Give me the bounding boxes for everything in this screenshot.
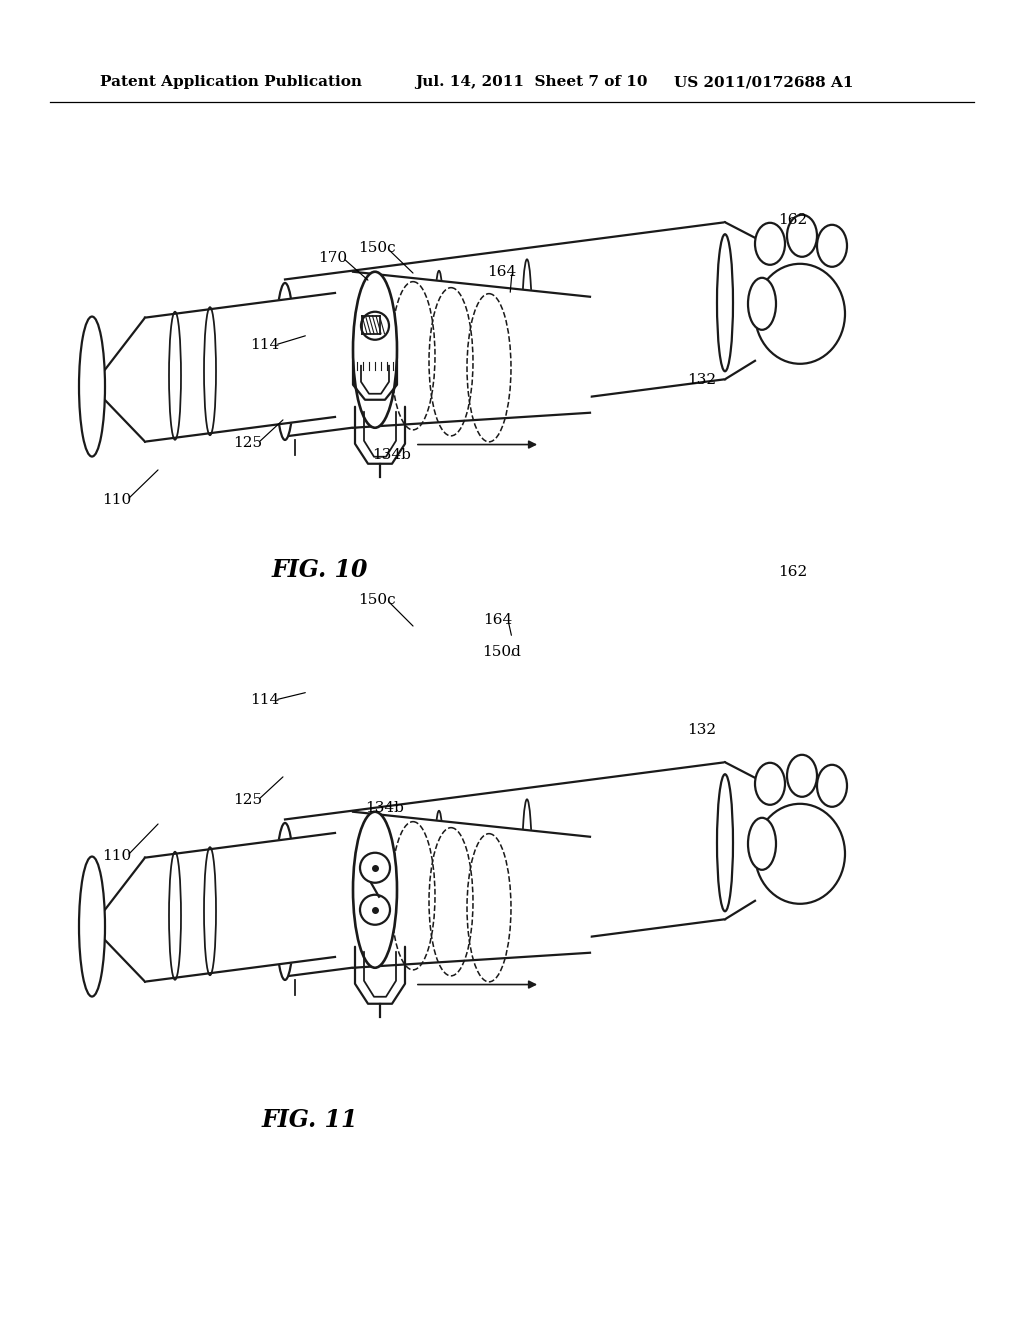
Polygon shape [285, 222, 725, 437]
Text: 114: 114 [251, 338, 280, 352]
Ellipse shape [360, 895, 390, 925]
Polygon shape [725, 222, 755, 379]
Text: FIG. 10: FIG. 10 [271, 558, 369, 582]
Ellipse shape [755, 264, 845, 364]
Ellipse shape [360, 853, 390, 883]
Ellipse shape [275, 822, 295, 979]
Text: 110: 110 [102, 849, 132, 863]
Ellipse shape [717, 775, 733, 911]
Polygon shape [145, 293, 335, 442]
Ellipse shape [817, 764, 847, 807]
Text: 114: 114 [251, 693, 280, 708]
Polygon shape [353, 812, 590, 968]
Text: Jul. 14, 2011  Sheet 7 of 10: Jul. 14, 2011 Sheet 7 of 10 [415, 75, 647, 88]
Text: 134b: 134b [366, 801, 404, 814]
Polygon shape [145, 833, 335, 982]
Ellipse shape [755, 804, 845, 904]
Ellipse shape [275, 282, 295, 440]
Text: 164: 164 [483, 612, 513, 627]
Text: 162: 162 [778, 565, 808, 579]
Ellipse shape [353, 812, 397, 968]
Text: FIG. 11: FIG. 11 [262, 1107, 358, 1133]
Ellipse shape [748, 277, 776, 330]
Text: 125: 125 [233, 793, 262, 807]
Ellipse shape [817, 224, 847, 267]
Polygon shape [92, 858, 145, 982]
Text: 150d: 150d [482, 645, 521, 659]
Text: 150c: 150c [358, 242, 396, 255]
Polygon shape [353, 272, 590, 428]
Ellipse shape [755, 223, 785, 265]
Text: Patent Application Publication: Patent Application Publication [100, 75, 362, 88]
Ellipse shape [717, 234, 733, 371]
Ellipse shape [353, 272, 397, 428]
Text: 170: 170 [318, 251, 347, 265]
Text: 134b: 134b [373, 447, 412, 462]
Text: 150c: 150c [358, 593, 396, 607]
Polygon shape [725, 762, 755, 919]
Ellipse shape [755, 763, 785, 805]
Ellipse shape [787, 755, 817, 797]
Text: 110: 110 [102, 492, 132, 507]
Ellipse shape [79, 317, 105, 457]
Text: US 2011/0172688 A1: US 2011/0172688 A1 [674, 75, 853, 88]
Ellipse shape [748, 818, 776, 870]
Text: 132: 132 [687, 723, 717, 737]
Ellipse shape [361, 312, 389, 339]
Text: 164: 164 [487, 265, 517, 279]
Text: 162: 162 [778, 213, 808, 227]
Ellipse shape [787, 215, 817, 257]
Polygon shape [285, 762, 725, 977]
Polygon shape [92, 318, 145, 442]
Text: 132: 132 [687, 374, 717, 387]
Ellipse shape [79, 857, 105, 997]
Text: 125: 125 [233, 436, 262, 450]
